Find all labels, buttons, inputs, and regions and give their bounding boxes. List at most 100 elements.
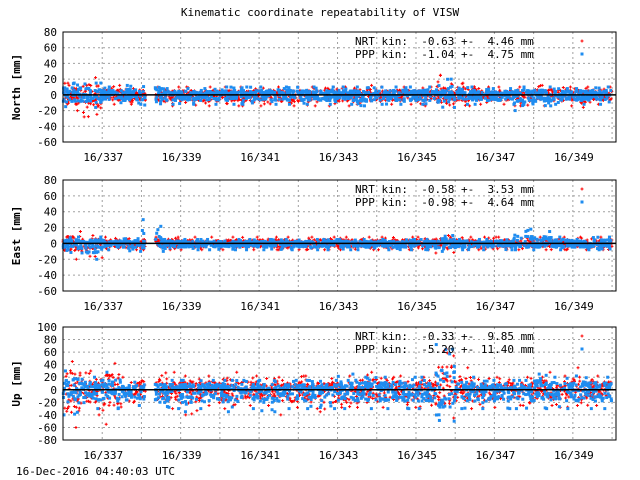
nrt-point: [63, 81, 67, 85]
nrt-point: [95, 84, 99, 88]
ppp-point: [308, 98, 312, 102]
ppp-point: [199, 238, 203, 242]
ppp-point: [513, 101, 517, 105]
ppp-point: [467, 245, 471, 249]
ppp-point: [213, 87, 217, 91]
ppp-point: [232, 86, 236, 90]
ppp-point: [72, 81, 76, 85]
ppp-point: [129, 96, 133, 100]
nrt-point: [266, 100, 270, 104]
ppp-point: [486, 91, 490, 95]
ppp-point: [93, 247, 97, 251]
nrt-point: [81, 110, 85, 114]
ppp-point: [253, 97, 257, 101]
ppp-point: [254, 90, 258, 94]
ppp-point: [543, 99, 547, 103]
ppp-point: [70, 99, 74, 103]
ppp-point: [292, 95, 296, 99]
ppp-point: [445, 95, 449, 99]
ppp-point: [369, 239, 373, 243]
ppp-point: [290, 248, 294, 252]
x-tick-label: 16/339: [162, 300, 202, 313]
nrt-point: [66, 81, 70, 85]
ppp-point: [269, 237, 273, 241]
ppp-point: [273, 90, 277, 94]
ppp-point: [461, 248, 465, 252]
ppp-point: [362, 237, 366, 241]
ppp-point: [308, 90, 312, 94]
nrt-point: [85, 105, 89, 109]
ppp-point: [424, 102, 428, 106]
ppp-point: [457, 237, 461, 241]
ppp-point: [229, 85, 233, 89]
y-tick-label: -60: [37, 285, 57, 298]
ppp-point: [463, 245, 467, 249]
ppp-point: [322, 237, 326, 241]
ppp-point: [359, 244, 363, 248]
ppp-point: [507, 95, 511, 99]
y-axis-label: North [mm]: [10, 54, 23, 120]
ppp-point: [473, 102, 477, 106]
ppp-point: [380, 102, 384, 106]
ppp-point: [504, 248, 508, 252]
ppp-point: [338, 237, 342, 241]
ppp-point: [299, 96, 303, 100]
nrt-point: [186, 91, 190, 95]
ppp-point: [287, 86, 291, 90]
ppp-point: [253, 244, 257, 248]
ppp-point: [239, 239, 243, 243]
ppp-point: [69, 250, 73, 254]
ppp-point: [230, 244, 234, 248]
ppp-point: [83, 82, 87, 86]
ppp-point: [398, 248, 402, 252]
ppp-point: [84, 250, 88, 254]
ppp-point: [361, 95, 365, 99]
ppp-point: [157, 91, 161, 95]
nrt-point: [111, 98, 115, 102]
ppp-point: [221, 243, 225, 247]
ppp-point: [69, 244, 73, 248]
y-tick-label: 0: [50, 89, 57, 102]
ppp-point: [182, 96, 186, 100]
ppp-point: [192, 102, 196, 106]
ppp-point: [405, 88, 409, 92]
ppp-point: [428, 98, 432, 102]
ppp-point: [349, 248, 353, 252]
ppp-point: [446, 87, 450, 91]
ppp-point: [134, 245, 138, 249]
ppp-point: [506, 91, 510, 95]
ppp-point: [377, 89, 381, 93]
ppp-point: [532, 96, 536, 100]
ppp-point: [128, 88, 132, 92]
ppp-point: [460, 245, 464, 249]
x-tick-label: 16/347: [476, 151, 516, 164]
nrt-point: [92, 103, 96, 107]
ppp-point: [122, 245, 126, 249]
ppp-point: [65, 87, 69, 91]
nrt-point: [296, 99, 300, 103]
ppp-point: [457, 86, 461, 90]
ppp-point: [317, 244, 321, 248]
ppp-point: [277, 97, 281, 101]
x-tick-label: 16/345: [397, 151, 437, 164]
ppp-point: [196, 248, 200, 252]
ppp-point: [421, 98, 425, 102]
ppp-point: [166, 90, 170, 94]
ppp-point: [107, 248, 111, 252]
ppp-point: [359, 104, 363, 108]
ppp-point: [107, 97, 111, 101]
ppp-point: [179, 245, 183, 249]
ppp-point: [391, 89, 395, 93]
ppp-point: [309, 245, 313, 249]
nrt-point: [221, 96, 225, 100]
ppp-point: [193, 90, 197, 94]
ppp-point: [173, 89, 177, 93]
ppp-point: [386, 96, 390, 100]
ppp-point: [65, 243, 69, 247]
ppp-point: [387, 240, 391, 244]
ppp-point: [586, 95, 590, 99]
nrt-point: [177, 85, 181, 89]
x-tick-label: 16/349: [554, 151, 594, 164]
ppp-point: [341, 85, 345, 89]
